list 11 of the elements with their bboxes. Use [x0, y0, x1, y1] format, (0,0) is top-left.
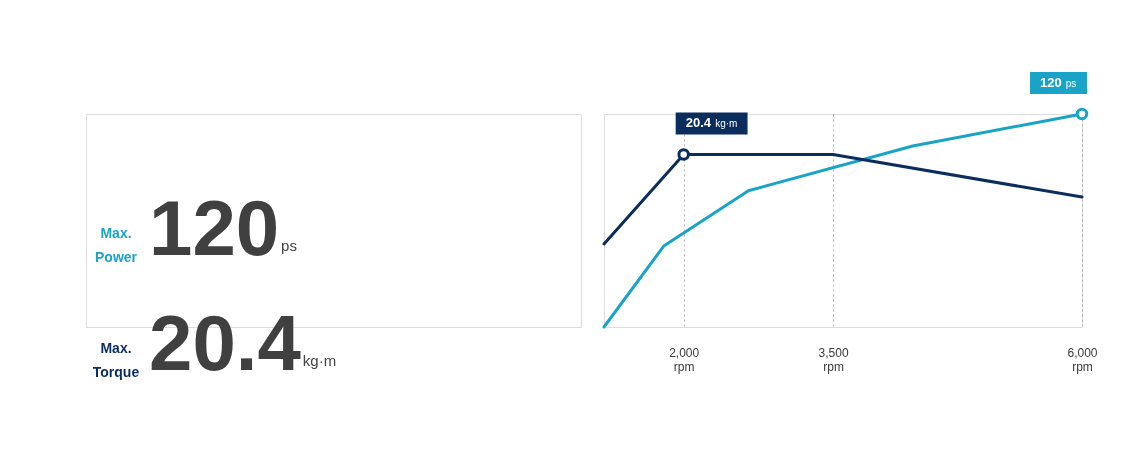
x-tick-label: 6,000 rpm	[1067, 345, 1098, 374]
text: kg·m	[302, 352, 337, 369]
text: Max. Power	[94, 225, 138, 265]
annotation: 120 ps	[1040, 75, 1077, 90]
text: 120	[149, 184, 280, 272]
x-tick-label: 2,000 rpm	[669, 345, 700, 374]
text: 20.4	[149, 299, 301, 387]
text: Max. Torque	[92, 340, 140, 380]
x-tick-label: 3,500 rpm	[818, 345, 849, 374]
text: ps	[281, 237, 297, 254]
annotation: 20.4 kg·m	[685, 115, 738, 131]
